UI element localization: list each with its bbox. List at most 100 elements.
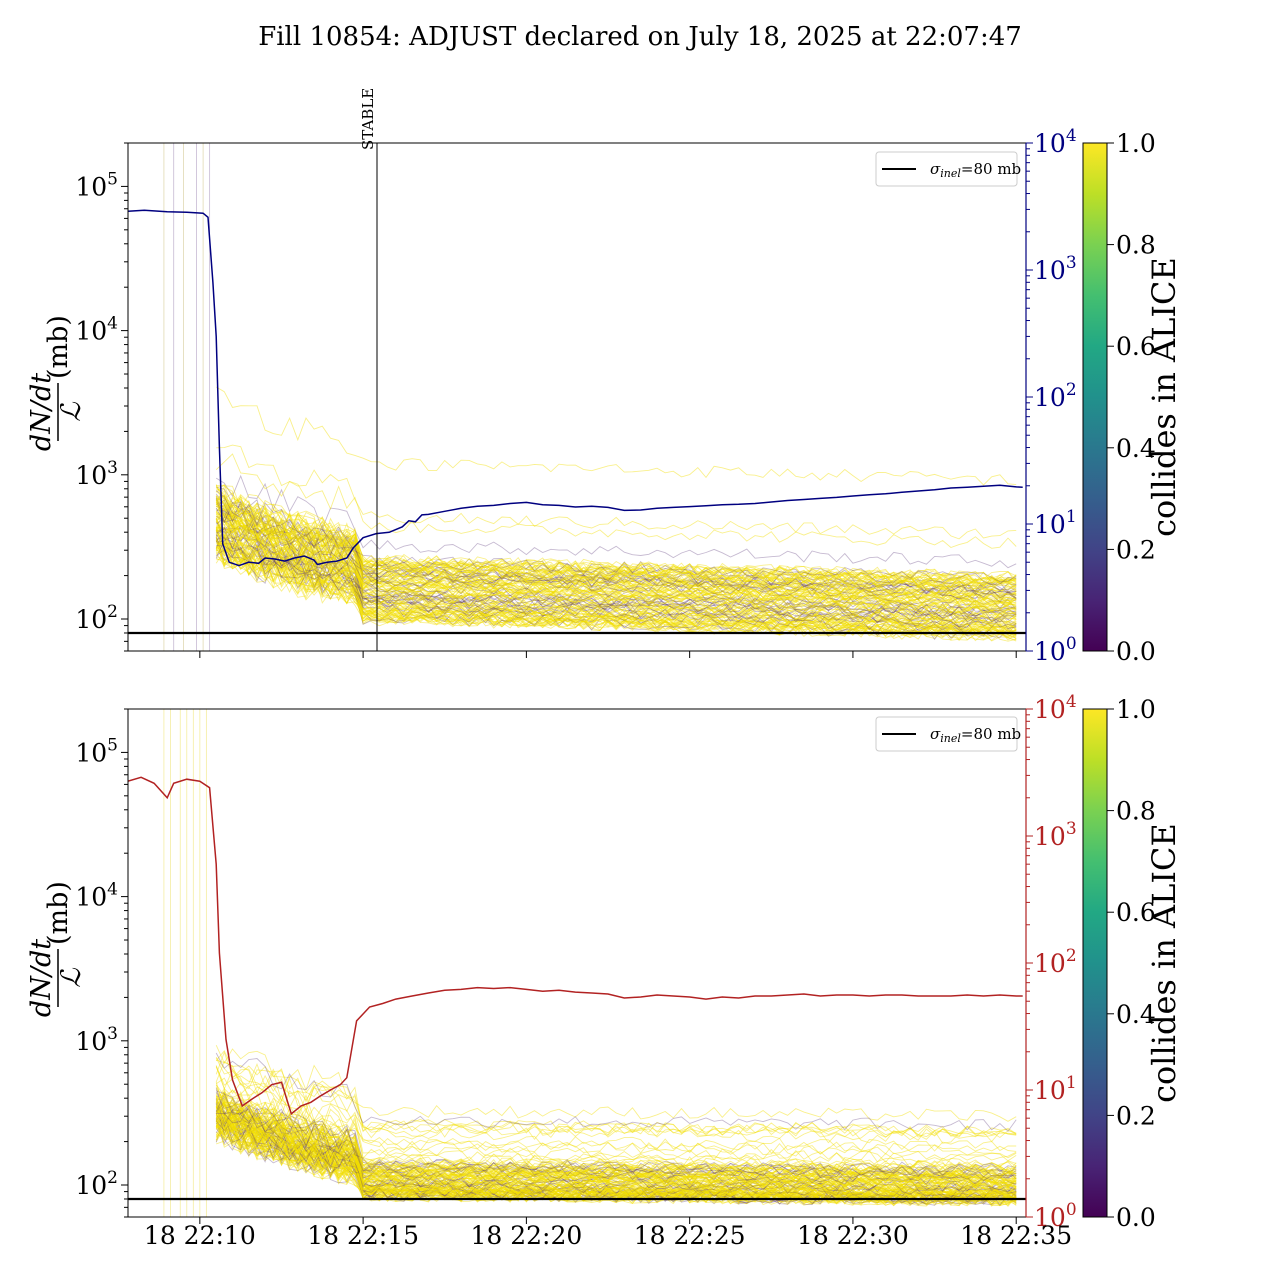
top-bunch-trace (215, 511, 1017, 610)
top-left-tick-label: 102 (75, 602, 118, 634)
top-bunch-trace (215, 541, 1017, 640)
bottom-bunch-trace (215, 1081, 1017, 1175)
top-bunch-trace (216, 535, 1017, 628)
top-bunch-trace (215, 483, 1017, 584)
top-bunch-trace (215, 530, 1017, 619)
bottom-bunch-trace (215, 1117, 1017, 1207)
top-bunch-trace (216, 533, 1017, 622)
bottom-bunch-trace (215, 1101, 1017, 1189)
top-bunch-trace (215, 530, 1017, 619)
top-bunch-trace (216, 524, 1017, 619)
bottom-bunch-trace (215, 1113, 1017, 1197)
bottom-bunch-trace (215, 1117, 1017, 1207)
bottom-bunch-trace (215, 1100, 1017, 1190)
top-bunch-trace (215, 486, 1017, 587)
top-bunch-trace (216, 498, 1017, 591)
top-right-tick-base: 10 (1034, 510, 1066, 539)
top-left-tick-base: 10 (75, 172, 107, 201)
bottom-bunch-trace (215, 1056, 1017, 1136)
top-bunch-trace (215, 540, 1017, 638)
bottom-bunch-trace (215, 1107, 1017, 1187)
top-bunch-trace (215, 497, 1017, 600)
top-bunch-trace (215, 496, 1017, 599)
bottom-bunch-trace (215, 1116, 1017, 1198)
bottom-bunch-trace (215, 1113, 1017, 1200)
top-right-tick-label: 102 (1034, 380, 1077, 412)
top-bunch-trace (215, 530, 1017, 635)
bottom-bunch-trace (215, 1109, 1017, 1194)
top-right-series-group (128, 209, 1023, 567)
bottom-legend-box (875, 716, 1018, 752)
top-bunch-trace (215, 501, 1017, 594)
top-bunch-trace (216, 534, 1017, 634)
top-right-tick-exp: 3 (1066, 253, 1077, 273)
bottom-bunch-trace (215, 1103, 1017, 1189)
bottom-bunch-trace (216, 1095, 1017, 1184)
bottom-bunch-trace (215, 1097, 1017, 1187)
bottom-bunch-trace (215, 1097, 1017, 1188)
bottom-bunch-trace (215, 1118, 1017, 1206)
top-bunch-trace (216, 547, 1017, 641)
bottom-right-series-line (128, 776, 1023, 1116)
bottom-bunch-trace (215, 1066, 1017, 1159)
bottom-bunch-trace (216, 1090, 1017, 1175)
top-bunch-trace (216, 524, 1017, 616)
top-bunch-trace (215, 386, 1017, 486)
bottom-bunch-trace (215, 1090, 1017, 1171)
bottom-bunch-trace (215, 1104, 1017, 1188)
top-bunch-trace (215, 518, 1017, 616)
bottom-right-tick-base: 10 (1034, 695, 1066, 724)
top-bunch-trace (215, 485, 1017, 584)
bottom-bunch-trace (216, 1109, 1017, 1196)
bottom-bunch-trace (215, 1045, 1017, 1122)
top-legend-rest: =80 mb (961, 160, 1021, 178)
bottom-bunch-trace (215, 1119, 1017, 1208)
bottom-bunch-trace (215, 1105, 1017, 1190)
bottom-bunch-trace (215, 1094, 1017, 1177)
bottom-bunch-trace (215, 1066, 1017, 1152)
bottom-bunch-trace (216, 1107, 1017, 1190)
top-bunch-trace (215, 541, 1017, 638)
bottom-bunch-trace (215, 1108, 1017, 1202)
top-bunch-trace (215, 508, 1017, 607)
top-bunch-trace (215, 453, 1017, 549)
bottom-bunch-trace (215, 1106, 1017, 1198)
top-ylabel-num: dN/dt (26, 373, 57, 451)
bottom-legend-sym: σ (930, 725, 941, 743)
top-bunch-trace (215, 490, 1017, 589)
top-right-tick-exp: 2 (1066, 380, 1077, 400)
top-bunch-trace (215, 537, 1017, 637)
top-bunch-trace (215, 503, 1017, 602)
bottom-bunch-trace (215, 1119, 1017, 1204)
top-colorbar-tick-label: 1.0 (1116, 129, 1156, 158)
top-bunch-trace (216, 444, 1017, 540)
top-x-ticks (199, 651, 1017, 658)
top-bunch-trace (215, 499, 1017, 599)
top-ylabel: dN/dt ℒ (mb) (26, 315, 87, 451)
bottom-right-tick-label: 101 (1034, 1073, 1077, 1105)
top-bunch-trace (215, 490, 1017, 583)
top-bunch-trace (215, 518, 1017, 607)
top-bunch-trace (215, 540, 1017, 631)
top-right-tick-exp: 4 (1066, 126, 1077, 146)
top-colorbar-tick-label: 0.2 (1116, 535, 1156, 564)
top-bunch-trace (215, 493, 1017, 593)
bottom-bunch-trace (215, 1089, 1017, 1180)
bottom-bunch-trace (215, 1122, 1017, 1207)
bottom-bunch-trace (215, 1118, 1017, 1201)
bottom-ylabel-num: dN/dt (26, 939, 57, 1017)
top-legend: σinel=80 mb (875, 151, 1021, 187)
top-bunch-trace (215, 540, 1017, 641)
bottom-bunch-trace (215, 1124, 1017, 1207)
bottom-bunch-trace (215, 1094, 1017, 1181)
top-bunch-trace (216, 513, 1017, 600)
top-bunch-trace (216, 536, 1017, 621)
bottom-bunch-trace (215, 1120, 1017, 1206)
bottom-left-tick-label: 102 (75, 1168, 118, 1200)
bottom-bunch-trace (215, 1104, 1017, 1191)
bottom-bunch-trace (215, 1118, 1017, 1205)
top-bunch-trace (215, 521, 1017, 620)
bottom-bunch-trace (215, 1117, 1017, 1205)
bottom-bunch-trace (215, 1120, 1017, 1204)
